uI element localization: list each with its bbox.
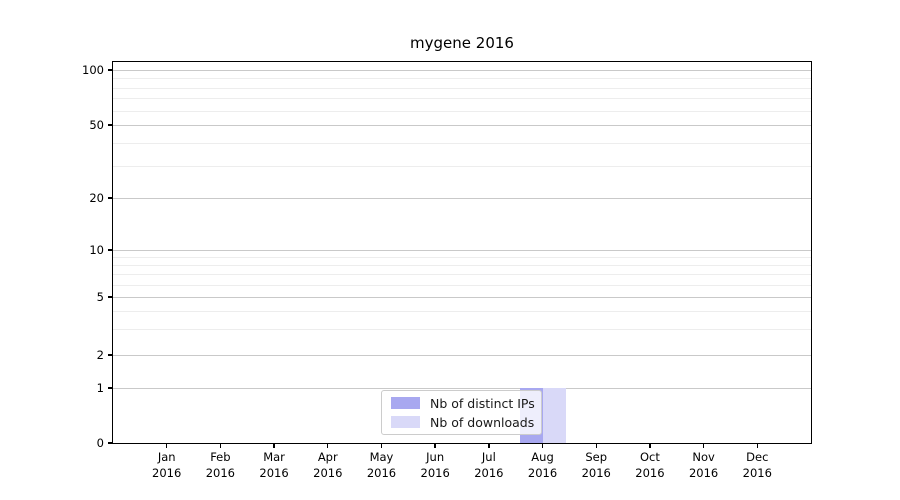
minor-gridline [113, 87, 811, 89]
x-axis-tick-label: Dec 2016 [742, 450, 772, 480]
x-axis-tick-label: Mar 2016 [259, 450, 289, 480]
y-axis-tick [108, 249, 113, 251]
y-axis-tick [108, 69, 113, 71]
legend-label-downloads: Nb of downloads [430, 414, 535, 430]
minor-gridline [113, 265, 811, 267]
legend-entry-downloads: Nb of downloads [391, 414, 535, 430]
legend-label-distinct-ips: Nb of distinct IPs [430, 395, 535, 411]
x-axis-tick-label: Oct 2016 [635, 450, 665, 480]
x-axis-tick-label: Nov 2016 [688, 450, 719, 480]
x-axis-tick [327, 443, 329, 448]
minor-gridline [113, 274, 811, 276]
x-axis-tick [165, 443, 168, 448]
x-axis-tick [756, 443, 758, 448]
x-axis-tick-label: May 2016 [366, 450, 397, 480]
x-axis-tick [541, 443, 544, 448]
y-axis-tick-label: 50 [89, 118, 104, 132]
legend-swatch-distinct-ips [391, 397, 420, 409]
minor-gridline [113, 165, 811, 167]
y-axis-tick-label: 5 [96, 290, 104, 304]
x-axis-tick [219, 443, 222, 448]
y-axis-tick [108, 387, 113, 389]
y-axis-tick-label: 0 [96, 436, 104, 450]
legend-entry-distinct-ips: Nb of distinct IPs [391, 395, 535, 411]
y-axis-tick [108, 354, 113, 356]
minor-gridline [113, 142, 811, 144]
minor-gridline [113, 98, 811, 100]
x-axis-tick [380, 443, 383, 448]
major-gridline [113, 388, 811, 389]
chart-title: mygene 2016 [410, 34, 514, 52]
plot-area [113, 62, 811, 443]
major-gridline [113, 355, 811, 356]
y-axis-tick [108, 442, 113, 444]
legend-swatch-downloads [391, 416, 420, 428]
x-axis-tick-label: Aug 2016 [527, 450, 558, 480]
major-gridline [113, 250, 811, 251]
x-axis-tick-label: Jun 2016 [420, 450, 450, 480]
y-axis-tick-label: 100 [82, 63, 104, 77]
x-axis-tick [273, 443, 275, 448]
legend: Nb of distinct IPs Nb of downloads [381, 390, 542, 435]
x-axis-tick [488, 443, 490, 448]
bar-downloads [542, 388, 566, 443]
major-gridline [113, 297, 811, 298]
x-axis-tick [702, 443, 705, 448]
x-axis-tick [649, 443, 651, 448]
y-axis-tick [108, 124, 113, 126]
major-gridline [113, 198, 811, 199]
x-axis-tick-label: Feb 2016 [205, 450, 236, 480]
y-axis-tick-label: 20 [89, 191, 104, 205]
x-axis-tick-label: Jan 2016 [152, 450, 182, 480]
y-axis-tick-label: 1 [96, 381, 104, 395]
minor-gridline [113, 78, 811, 80]
y-axis-tick [108, 197, 113, 199]
x-axis-tick-label: Sep 2016 [581, 450, 611, 480]
minor-gridline [113, 311, 811, 313]
minor-gridline [113, 329, 811, 331]
x-axis-tick-label: Jul 2016 [474, 450, 504, 480]
x-axis-tick [434, 443, 436, 448]
minor-gridline [113, 284, 811, 286]
y-axis-tick-label: 2 [96, 348, 104, 362]
minor-gridline [113, 257, 811, 259]
major-gridline [113, 125, 811, 126]
y-axis-tick [108, 296, 113, 298]
x-axis-tick-label: Apr 2016 [313, 450, 343, 480]
y-axis-tick-label: 10 [89, 243, 104, 257]
major-gridline [113, 70, 811, 71]
x-axis-tick [595, 443, 597, 448]
minor-gridline [113, 110, 811, 112]
